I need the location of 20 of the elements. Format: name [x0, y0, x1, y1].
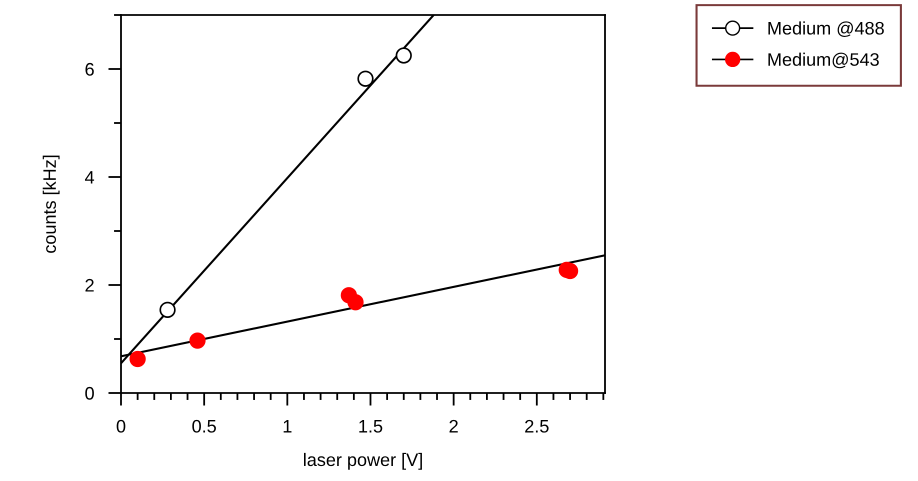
point: [357, 70, 374, 87]
x-tick-label: 1.5: [359, 420, 382, 433]
y-tick-label: 4: [84, 171, 94, 184]
point: [396, 47, 412, 64]
legend-label: Medium @488: [768, 21, 884, 37]
y-tick-label: 0: [85, 386, 94, 400]
x-tick-label: 2.5: [525, 420, 549, 433]
point: [189, 332, 206, 349]
legend-label: Medium@543: [768, 52, 879, 68]
x-axis-title: laser power [V]: [304, 452, 422, 470]
x-tick-label: 2: [450, 420, 458, 432]
x-tick-label: 0: [116, 420, 126, 433]
point: [130, 350, 146, 368]
point: [159, 302, 176, 318]
point: [347, 294, 364, 310]
y-axis-title: counts [kHz]: [42, 156, 60, 253]
y-tick-label: 6: [85, 62, 94, 76]
x-tick-label: 0.5: [192, 420, 216, 433]
x-tick-label: 1: [284, 420, 292, 432]
y-tick-label: 2: [85, 278, 94, 292]
